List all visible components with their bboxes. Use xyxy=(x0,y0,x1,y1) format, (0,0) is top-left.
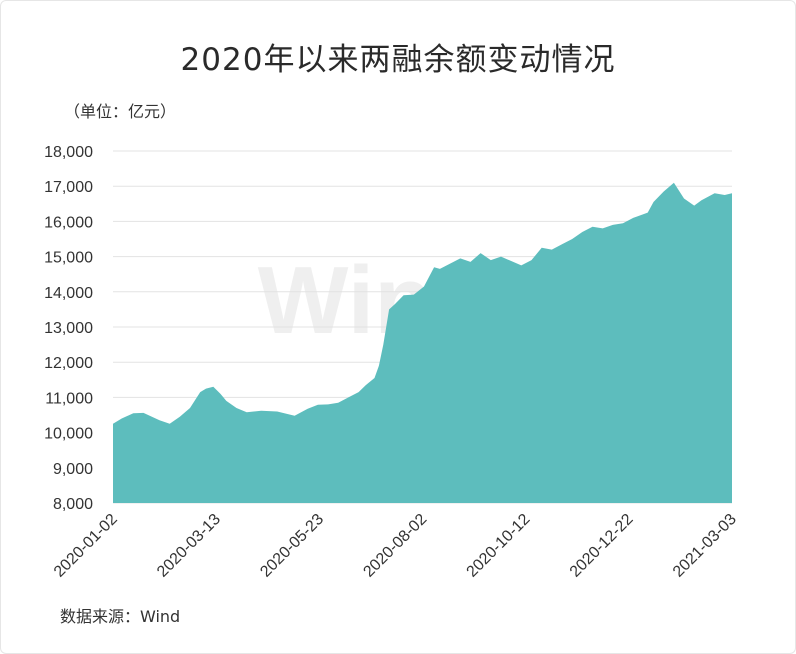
y-tick-label: 17,000 xyxy=(44,179,93,196)
x-tick-label: 2020-12-22 xyxy=(567,511,637,581)
y-tick-label: 16,000 xyxy=(44,214,93,231)
x-tick-label: 2020-01-02 xyxy=(51,511,121,581)
source-note: 数据来源：Wind xyxy=(60,607,181,626)
y-tick-label: 14,000 xyxy=(44,285,93,302)
y-tick-label: 13,000 xyxy=(44,320,93,337)
balance-area xyxy=(113,182,732,503)
unit-label: （单位：亿元） xyxy=(64,102,177,121)
x-axis-ticks: 2020-01-02 2020-03-13 2020-05-23 2020-08-02… xyxy=(51,511,740,581)
y-tick-label: 15,000 xyxy=(44,250,93,267)
y-tick-label: 11,000 xyxy=(45,390,93,407)
x-tick-label: 2020-08-02 xyxy=(360,511,430,581)
x-tick-label: 2020-10-12 xyxy=(464,511,534,581)
x-tick-label: 2021-03-03 xyxy=(670,511,740,581)
y-tick-label: 12,000 xyxy=(44,355,93,372)
y-tick-label: 10,000 xyxy=(44,426,93,443)
x-tick-label: 2020-05-23 xyxy=(257,511,327,581)
y-tick-label: 18,000 xyxy=(44,144,93,161)
x-tick-label: 2020-03-13 xyxy=(154,511,224,581)
area-series xyxy=(113,182,732,503)
y-axis-ticks: 8,000 9,000 10,000 11,000 12,000 13,000 14,000… xyxy=(44,144,93,513)
chart-title: 2020年以来两融余额变动情况 xyxy=(180,42,616,78)
y-tick-label: 9,000 xyxy=(53,461,93,478)
y-tick-label: 8,000 xyxy=(53,496,93,513)
